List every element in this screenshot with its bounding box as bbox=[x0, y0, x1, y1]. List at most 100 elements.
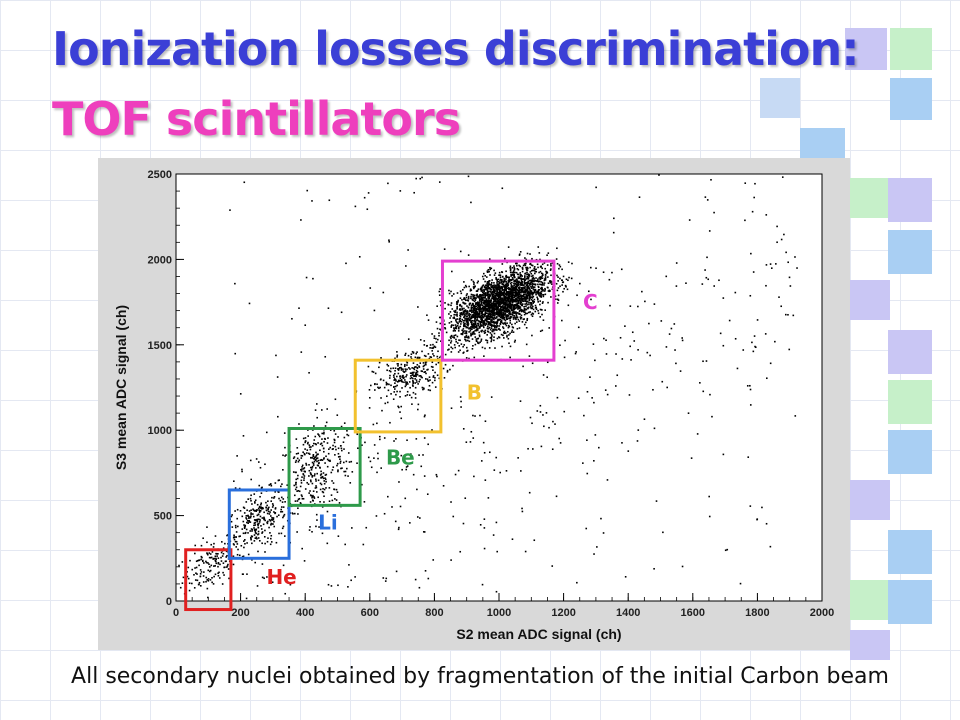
data-point bbox=[383, 512, 386, 515]
data-point bbox=[471, 316, 473, 319]
data-point bbox=[475, 297, 478, 299]
data-point bbox=[500, 291, 503, 293]
data-point bbox=[412, 385, 414, 387]
data-point bbox=[502, 306, 505, 309]
data-point bbox=[514, 304, 517, 307]
data-point bbox=[521, 510, 524, 513]
selection-box-he bbox=[184, 548, 233, 612]
data-point bbox=[488, 303, 491, 306]
data-point bbox=[200, 544, 203, 547]
data-point bbox=[478, 313, 481, 316]
data-point bbox=[225, 556, 228, 558]
data-point bbox=[404, 368, 407, 370]
data-point bbox=[514, 289, 516, 291]
data-point bbox=[503, 317, 505, 320]
data-point bbox=[483, 300, 486, 302]
data-point bbox=[540, 294, 542, 297]
data-point bbox=[550, 263, 552, 265]
data-point bbox=[713, 285, 716, 287]
data-point bbox=[234, 510, 236, 512]
data-point bbox=[465, 321, 468, 323]
data-point bbox=[473, 305, 475, 307]
data-point bbox=[344, 474, 347, 477]
data-point bbox=[464, 302, 467, 305]
data-point bbox=[270, 509, 272, 511]
data-point bbox=[423, 415, 426, 418]
data-point bbox=[453, 336, 456, 339]
data-point bbox=[398, 406, 400, 409]
data-point bbox=[460, 320, 463, 323]
data-point bbox=[494, 285, 497, 287]
data-point bbox=[491, 321, 493, 324]
data-point bbox=[533, 269, 535, 272]
data-point bbox=[456, 315, 458, 317]
data-point bbox=[239, 393, 242, 395]
data-point bbox=[508, 312, 510, 315]
data-point bbox=[501, 293, 504, 296]
data-point bbox=[496, 286, 498, 288]
data-point bbox=[310, 473, 313, 476]
decor-square bbox=[850, 280, 890, 320]
data-point bbox=[411, 371, 414, 374]
data-point bbox=[393, 378, 396, 380]
data-point bbox=[199, 575, 202, 578]
decor-square bbox=[760, 78, 800, 118]
data-point bbox=[473, 296, 476, 299]
data-point bbox=[734, 291, 737, 294]
data-point bbox=[419, 374, 422, 377]
data-point bbox=[511, 301, 514, 304]
data-point bbox=[187, 577, 190, 580]
data-point bbox=[387, 495, 389, 498]
data-point bbox=[490, 324, 493, 326]
data-point bbox=[436, 374, 439, 377]
data-point bbox=[243, 540, 245, 542]
data-point bbox=[312, 462, 315, 465]
data-point bbox=[503, 290, 506, 293]
data-point bbox=[313, 425, 315, 427]
data-point bbox=[282, 469, 284, 471]
data-point bbox=[544, 267, 547, 270]
data-point bbox=[222, 552, 225, 555]
data-point bbox=[428, 376, 431, 378]
data-point bbox=[456, 305, 459, 308]
data-point bbox=[211, 576, 213, 579]
data-point bbox=[327, 452, 330, 455]
data-point bbox=[394, 357, 396, 360]
data-point bbox=[483, 315, 486, 317]
data-point bbox=[246, 509, 248, 512]
data-point bbox=[273, 520, 275, 523]
data-point bbox=[530, 281, 533, 283]
data-point bbox=[531, 293, 534, 296]
data-point bbox=[540, 296, 543, 298]
data-point bbox=[524, 311, 526, 314]
data-point bbox=[422, 368, 425, 370]
data-point bbox=[459, 315, 462, 318]
data-point bbox=[524, 257, 526, 259]
data-point bbox=[431, 381, 434, 384]
data-point bbox=[519, 298, 522, 300]
data-point bbox=[295, 452, 298, 455]
data-point bbox=[497, 280, 500, 283]
data-point bbox=[250, 537, 252, 540]
data-point bbox=[764, 333, 767, 335]
data-point bbox=[417, 306, 419, 308]
data-point bbox=[300, 219, 302, 221]
data-point bbox=[301, 476, 303, 478]
data-point bbox=[285, 454, 287, 456]
data-point bbox=[473, 281, 475, 284]
data-point bbox=[467, 254, 470, 256]
data-point bbox=[343, 470, 345, 473]
data-point bbox=[472, 316, 475, 319]
data-point bbox=[673, 323, 676, 325]
data-point bbox=[454, 311, 456, 314]
data-point bbox=[451, 270, 453, 273]
data-point bbox=[483, 307, 486, 309]
data-point bbox=[336, 491, 339, 493]
data-point bbox=[318, 435, 321, 438]
data-point bbox=[530, 303, 533, 305]
data-point bbox=[515, 318, 517, 321]
data-point bbox=[266, 504, 268, 507]
data-point bbox=[489, 315, 491, 318]
data-point bbox=[514, 300, 517, 303]
data-point bbox=[394, 369, 396, 372]
